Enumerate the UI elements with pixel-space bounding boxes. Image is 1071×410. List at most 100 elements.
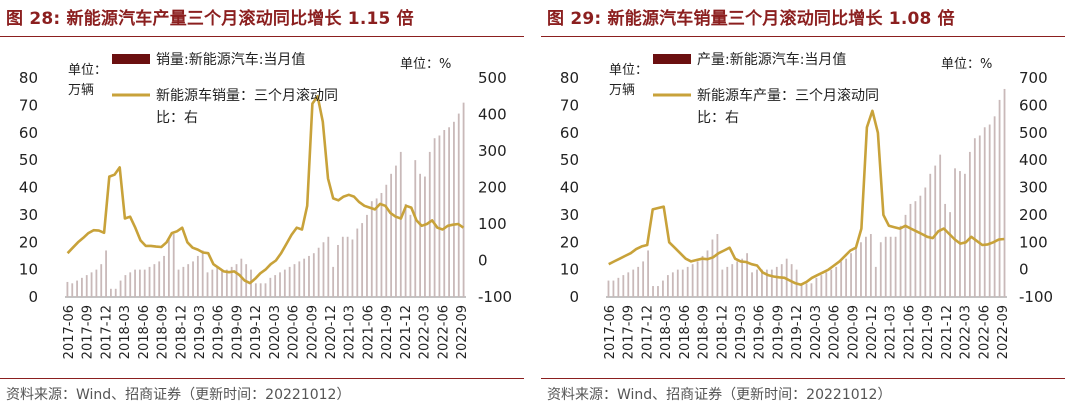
- bar: [860, 242, 862, 297]
- left-tick-label: 40: [560, 179, 579, 197]
- bar: [706, 250, 709, 297]
- bar: [395, 165, 397, 297]
- bar: [366, 214, 368, 297]
- chart-plot: 0 10 20 30 40 50 60 70 80 -100 0 100 200 300 400 500 600…: [560, 51, 1053, 359]
- bar: [657, 286, 659, 297]
- right-tick-label: 700: [1019, 69, 1048, 87]
- source-rule: [0, 378, 524, 379]
- bar: [914, 201, 917, 297]
- legend-line-label: 新能源车产量：三个月滚动同: [697, 87, 879, 104]
- x-tick-label: 2020-09: [305, 305, 320, 359]
- chart-panel-sales: 图 29: 新能源汽车销量三个月滚动同比增长 1.08 倍 0 10 20 30 40 5…: [541, 0, 1071, 410]
- bar: [879, 242, 882, 297]
- bar: [254, 283, 257, 297]
- x-tick-label: 2021-06: [361, 305, 376, 359]
- bar: [264, 283, 267, 297]
- bar: [283, 269, 286, 297]
- bar: [457, 113, 460, 298]
- x-tick-label: 2021-12: [940, 305, 955, 359]
- bar: [815, 277, 818, 297]
- bar: [805, 283, 808, 297]
- bar: [954, 168, 956, 297]
- right-tick-label: -100: [1019, 288, 1053, 306]
- bar: [652, 286, 654, 297]
- bar: [711, 239, 714, 297]
- bar: [303, 258, 306, 297]
- bar: [825, 272, 828, 297]
- bar: [904, 214, 907, 297]
- chart-source: 资料来源：Wind、招商证券（更新时间：20221012）: [6, 387, 351, 403]
- x-tick-label: 2021-09: [921, 305, 936, 359]
- bar: [944, 203, 947, 297]
- legend-bar-swatch: [653, 54, 691, 64]
- x-tick-label: 2018-03: [659, 305, 674, 359]
- bar: [666, 275, 669, 297]
- left-tick-label: 80: [19, 69, 38, 87]
- bar: [622, 275, 625, 297]
- bar: [800, 283, 803, 297]
- bar: [337, 244, 339, 297]
- x-tick-label: 2020-06: [828, 305, 843, 359]
- bar: [182, 266, 185, 297]
- bar: [81, 277, 83, 297]
- bar: [312, 253, 315, 297]
- x-tick-label: 2018-09: [697, 305, 712, 359]
- right-tick-label: 500: [478, 69, 507, 87]
- x-tick-label: 2017-06: [62, 305, 77, 359]
- x-tick-label: 2020-12: [324, 305, 339, 359]
- left-tick-label: 0: [569, 288, 579, 306]
- bar: [840, 261, 843, 297]
- bar: [983, 127, 986, 298]
- bar: [835, 266, 838, 297]
- legend-line-label: 比：右: [697, 110, 739, 126]
- x-tick-label: 2020-06: [287, 305, 302, 359]
- right-tick-label: 200: [478, 179, 507, 197]
- x-tick-label: 2017-09: [622, 305, 637, 359]
- x-tick-label: 2022-09: [996, 305, 1011, 359]
- bar: [109, 288, 112, 297]
- bar: [894, 236, 897, 297]
- x-tick-label: 2018-03: [118, 305, 133, 359]
- bar: [187, 264, 190, 297]
- x-tick-label: 2017-06: [603, 305, 618, 359]
- bar: [361, 223, 364, 297]
- bar: [428, 151, 431, 297]
- bar: [172, 234, 175, 297]
- bar: [964, 173, 966, 297]
- bar: [385, 184, 388, 297]
- bar: [686, 266, 689, 297]
- legend-line-label: 新能源车销量：三个月滚动同: [156, 87, 338, 104]
- bar: [206, 272, 209, 297]
- bar: [751, 272, 753, 297]
- chart-source: 资料来源：Wind、招商证券（更新时间：20221012）: [547, 387, 892, 403]
- legend-bar-swatch: [112, 54, 150, 64]
- bar: [642, 261, 645, 297]
- left-tick-label: 10: [19, 261, 38, 279]
- bar: [332, 266, 335, 297]
- bar: [356, 228, 359, 297]
- bar: [632, 269, 635, 297]
- bar: [134, 269, 136, 297]
- bar: [71, 283, 74, 297]
- bar: [761, 269, 763, 297]
- bar: [988, 124, 991, 297]
- left-unit-label: 单位：: [68, 63, 107, 78]
- bar: [167, 239, 170, 297]
- bar: [869, 234, 872, 297]
- chart-panel-production: 图 28: 新能源汽车产量三个月滚动同比增长 1.15 倍 0 10 20 30 40 5…: [0, 0, 530, 410]
- bar: [820, 275, 823, 297]
- bar: [95, 269, 98, 297]
- bar: [1003, 88, 1006, 297]
- bar: [647, 250, 649, 297]
- x-tick-label: 2018-06: [678, 305, 693, 359]
- bar: [696, 261, 699, 297]
- bar: [998, 99, 1001, 298]
- bar: [192, 261, 194, 297]
- bar: [770, 269, 773, 297]
- left-tick-label: 70: [19, 96, 38, 114]
- bar: [230, 266, 233, 297]
- bar: [409, 214, 412, 297]
- x-tick-label: 2017-12: [99, 305, 114, 359]
- bar: [736, 261, 739, 297]
- bar: [419, 173, 422, 297]
